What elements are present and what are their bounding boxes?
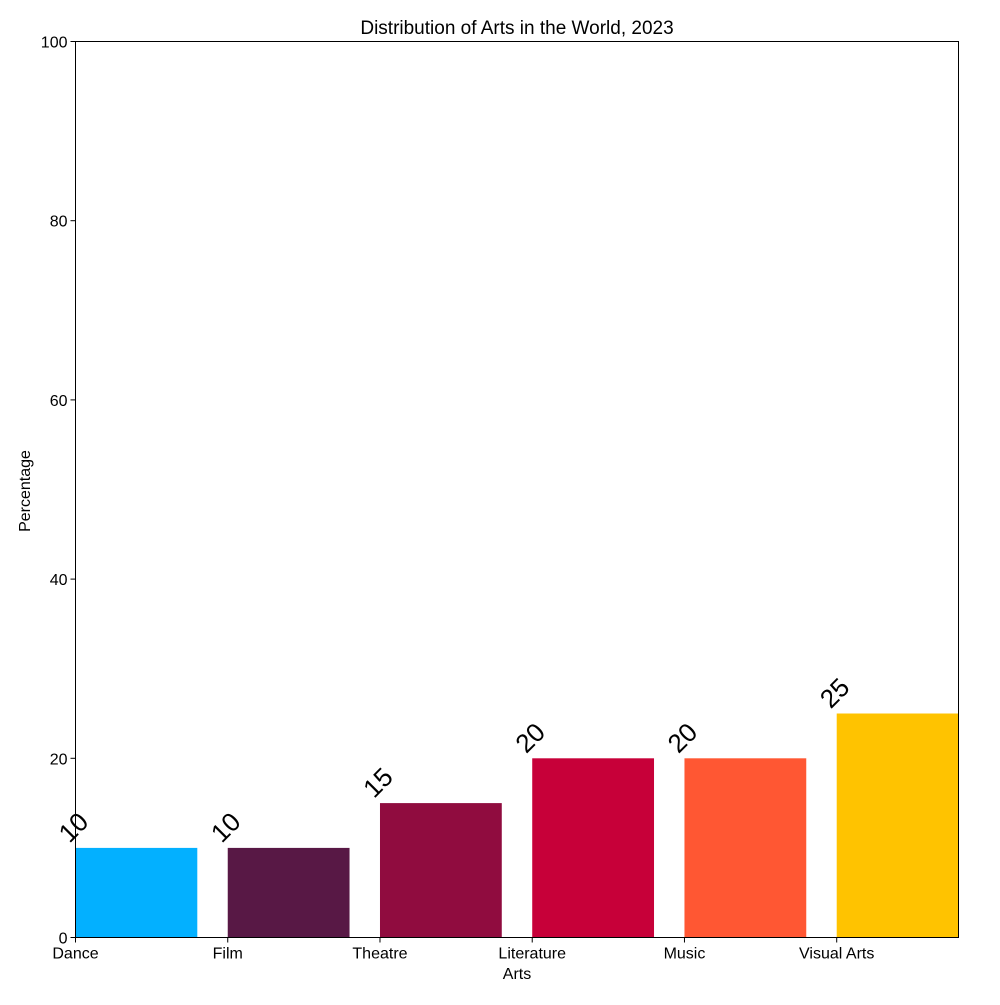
bar-group: [75, 713, 959, 938]
data-label: 20: [661, 717, 703, 759]
bar-visual-arts: [836, 713, 959, 938]
data-label: 15: [357, 762, 399, 804]
data-label: 25: [814, 672, 856, 714]
data-label: 20: [509, 717, 551, 759]
chart-title: Distribution of Arts in the World, 2023: [360, 18, 673, 39]
y-axis-label: Percentage: [17, 450, 34, 532]
x-tick-label: Visual Arts: [799, 946, 874, 963]
x-tick-label: Literature: [498, 946, 566, 963]
data-label: 10: [53, 806, 95, 848]
y-tick-label: 100: [41, 35, 68, 52]
x-tick-label: Film: [213, 946, 243, 963]
bar-theatre: [379, 803, 502, 938]
x-tick-label: Dance: [52, 946, 98, 963]
bar-literature: [532, 758, 655, 938]
x-tick-label: Theatre: [352, 946, 407, 963]
y-tick-label: 60: [50, 393, 68, 410]
y-tick-label: 80: [50, 214, 68, 231]
plot-frame: [75, 41, 959, 938]
bar-dance: [75, 847, 198, 938]
y-tick-label: 0: [59, 931, 68, 948]
x-axis-ticks: Dance Film Theatre Literature Music Visual Ar…: [52, 937, 874, 963]
y-axis-ticks: 0 20 40 60 80 100: [41, 35, 76, 948]
y-tick-label: 20: [50, 751, 68, 768]
bar-film: [227, 847, 350, 938]
x-axis-label: Arts: [503, 966, 531, 983]
x-tick-label: Music: [664, 946, 706, 963]
y-tick-label: 40: [50, 572, 68, 589]
bar-music: [684, 758, 807, 938]
data-label: 10: [205, 806, 247, 848]
